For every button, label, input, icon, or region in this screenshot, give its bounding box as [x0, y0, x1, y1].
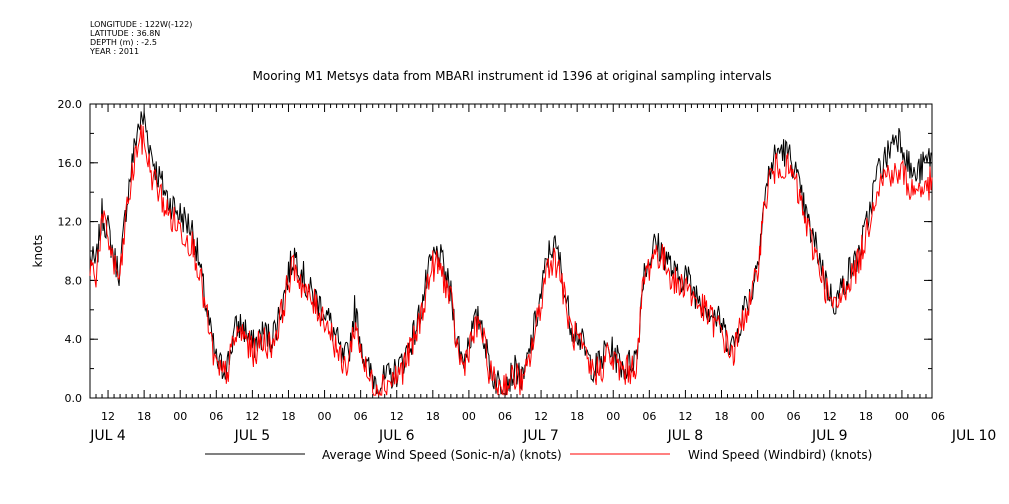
- longitude-text: LONGITUDE : 122W(-122): [90, 20, 193, 29]
- x-hour-label: 06: [498, 410, 512, 423]
- x-hour-label: 06: [931, 410, 945, 423]
- x-hour-label: 00: [895, 410, 909, 423]
- x-hour-label: 06: [209, 410, 223, 423]
- y-tick-label: 8.0: [65, 274, 83, 287]
- y-tick-label: 12.0: [58, 216, 83, 229]
- chart-title: Mooring M1 Metsys data from MBARI instru…: [253, 69, 772, 83]
- x-hour-label: 00: [462, 410, 476, 423]
- y-tick-label: 20.0: [58, 98, 83, 111]
- metadata-block: LONGITUDE : 122W(-122) LATITUDE : 36.8N …: [90, 20, 192, 56]
- y-axis-label: knots: [31, 235, 45, 268]
- x-day-label: JUL 6: [378, 428, 415, 444]
- legend-label-windbird: Wind Speed (Windbird) (knots): [688, 448, 872, 462]
- x-day-label: JUL 4: [89, 428, 126, 444]
- x-hour-label: 18: [715, 410, 729, 423]
- x-hour-label: 00: [173, 410, 187, 423]
- x-hour-label: 12: [534, 410, 548, 423]
- x-hour-label: 06: [354, 410, 368, 423]
- x-axis: 12 18 00 06 12 18 00 06 12 18 00 06 12 18 00 06 12 18 00 06…: [89, 410, 996, 444]
- y-tick-label: 16.0: [58, 157, 83, 170]
- x-hour-label: 18: [137, 410, 151, 423]
- x-hour-label: 00: [606, 410, 620, 423]
- x-hour-label: 06: [787, 410, 801, 423]
- x-hour-label: 12: [823, 410, 837, 423]
- series-layer: [89, 111, 933, 397]
- x-day-label: JUL 8: [667, 428, 704, 444]
- x-hour-label: 12: [245, 410, 259, 423]
- x-hour-label: 18: [859, 410, 873, 423]
- x-hour-label: 00: [318, 410, 332, 423]
- x-day-label: JUL 7: [522, 428, 559, 444]
- x-hour-label: 18: [426, 410, 440, 423]
- x-hour-label: 18: [570, 410, 584, 423]
- x-hour-label: 06: [642, 410, 656, 423]
- x-day-label: JUL 10: [951, 428, 996, 444]
- x-hour-label: 12: [678, 410, 692, 423]
- year-text: YEAR : 2011: [90, 47, 140, 56]
- x-day-label: JUL 5: [234, 428, 271, 444]
- y-axis: 0.0 4.0 8.0 12.0 16.0 20.0: [58, 98, 932, 405]
- x-hour-label: 12: [101, 410, 115, 423]
- series-average-wind-speed: [89, 111, 933, 397]
- series-windbird-wind-speed: [89, 124, 933, 397]
- latitude-text: LATITUDE : 36.8N: [90, 29, 161, 38]
- y-tick-label: 0.0: [65, 392, 83, 405]
- depth-text: DEPTH (m) : -2.5: [90, 38, 157, 47]
- x-day-label: JUL 9: [811, 428, 848, 444]
- x-hour-label: 12: [390, 410, 404, 423]
- x-hour-label: 00: [751, 410, 765, 423]
- x-hour-label: 18: [281, 410, 295, 423]
- y-tick-label: 4.0: [65, 333, 83, 346]
- legend-label-average: Average Wind Speed (Sonic-n/a) (knots): [322, 448, 562, 462]
- legend: Average Wind Speed (Sonic-n/a) (knots) W…: [205, 448, 872, 462]
